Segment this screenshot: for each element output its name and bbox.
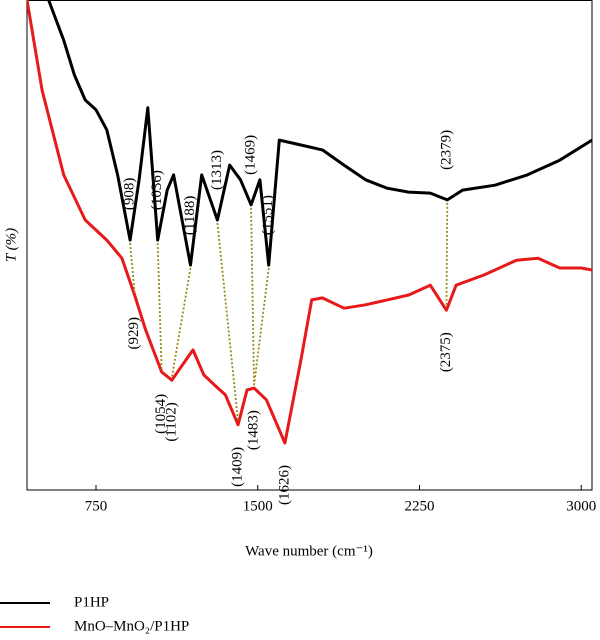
connector: [253, 267, 270, 386]
peak-label: (1102): [163, 402, 179, 441]
series-line: [27, 0, 592, 445]
x-axis-label: Wave number (cm⁻¹): [245, 543, 373, 559]
plot-area: [27, 0, 592, 445]
series-line: [47, 0, 592, 267]
peak-label: (1551): [260, 195, 276, 235]
connector: [216, 222, 240, 422]
peak-label: (1313): [209, 150, 225, 190]
legend-label: P1HP: [74, 594, 109, 610]
x-tick-label: 2250: [404, 498, 434, 514]
peak-label: (2379): [439, 130, 455, 170]
peak-label: (1036): [149, 170, 165, 210]
y-axis-label: T (%): [3, 228, 19, 262]
peak-label: (1469): [242, 135, 258, 175]
x-tick-label: 1500: [243, 498, 273, 514]
peak-label: (929): [126, 317, 142, 350]
peak-label: (1188): [182, 196, 198, 235]
connector: [156, 243, 163, 369]
x-tick-label: 750: [85, 498, 108, 514]
legend-label: MnO–MnO₂/P1HP: [74, 618, 189, 634]
plot-frame: [26, 0, 593, 491]
peak-label: (1483): [246, 410, 262, 450]
peak-label: (1626): [276, 465, 292, 505]
connector: [445, 202, 449, 308]
peak-label: (1054): [153, 394, 169, 434]
connector: [250, 207, 255, 386]
x-tick-label: 3000: [566, 498, 596, 514]
peak-label: (2375): [438, 332, 454, 372]
connector: [171, 267, 192, 378]
peak-label: (908): [122, 178, 138, 211]
peak-label: (1409): [230, 447, 246, 487]
connector: [129, 243, 136, 293]
